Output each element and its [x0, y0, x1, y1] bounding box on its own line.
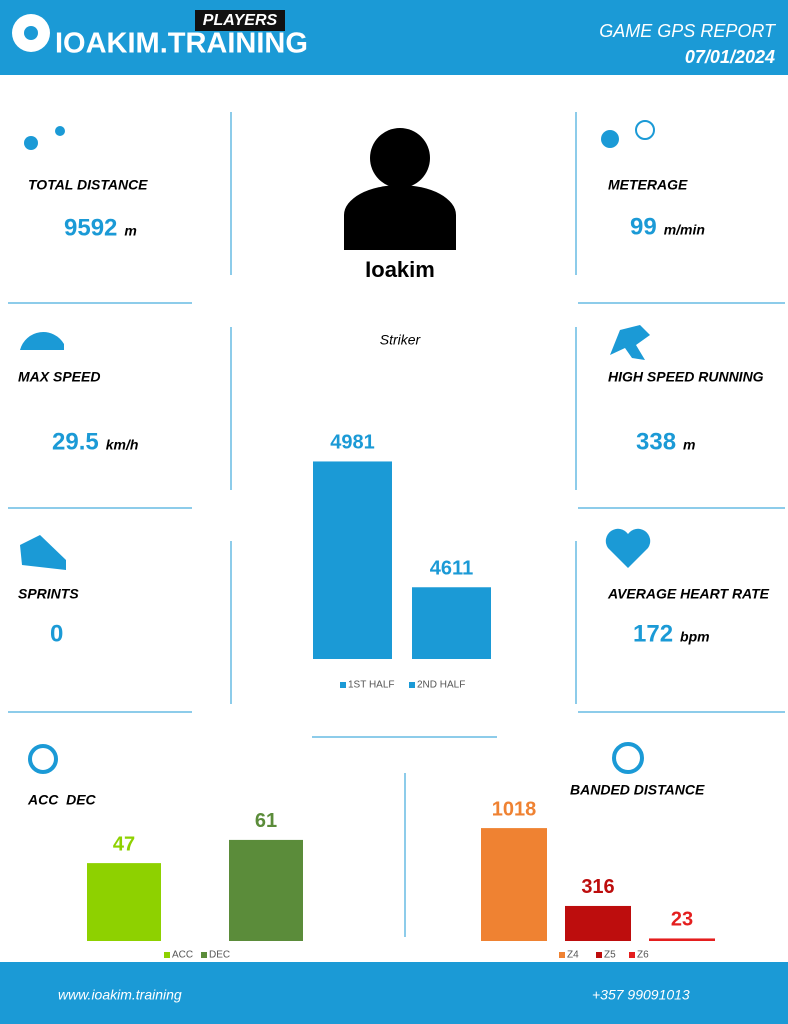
value-label: 316 [581, 876, 614, 898]
legend-label: Z6 [637, 950, 649, 961]
bar [481, 828, 547, 941]
stat-value: 99 [630, 213, 657, 240]
legend-swatch [596, 952, 602, 958]
players-tag: PLAYERS [203, 12, 278, 29]
bar [229, 839, 303, 941]
stat-unit: bpm [680, 629, 710, 645]
header-band [0, 0, 788, 75]
value-label: 4981 [330, 432, 375, 454]
stat-value: 172 [633, 620, 673, 647]
stat-unit: m [683, 437, 695, 453]
legend-label: DEC [209, 950, 230, 961]
phone: +357 99091013 [592, 987, 690, 1003]
players-tag-box [195, 10, 285, 31]
icon-acc-dec [28, 744, 58, 774]
value-label: 23 [671, 909, 693, 931]
stat-value: 338 [636, 428, 676, 455]
legend-swatch [340, 682, 346, 688]
icon-meterage [601, 130, 619, 148]
footer-band [0, 962, 788, 1024]
bar [565, 905, 631, 941]
stat-unit: m/min [664, 222, 705, 238]
stat-value: 9592 [64, 214, 117, 241]
avatar-body [344, 185, 456, 250]
stat-unit: km/h [106, 437, 139, 453]
report-date: 07/01/2024 [685, 47, 775, 67]
icon-banded [612, 742, 644, 774]
icon-meterage [635, 120, 655, 140]
stat-label: MAX SPEED [18, 369, 100, 385]
stat-value: 0 [50, 620, 63, 647]
value-label: 1018 [492, 798, 537, 820]
player-name: Ioakim [365, 257, 435, 282]
legend-label: ACC [172, 950, 193, 961]
bar [649, 938, 715, 941]
legend-swatch [629, 952, 635, 958]
bar [87, 863, 161, 941]
website: www.ioakim.training [58, 987, 182, 1003]
value-label: 61 [255, 810, 277, 832]
legend-label: 1ST HALF [348, 680, 395, 691]
stat-label: HIGH SPEED RUNNING [608, 369, 764, 385]
chart-title: BANDED DISTANCE [570, 782, 705, 798]
legend-swatch [164, 952, 170, 958]
report-title: GAME GPS REPORT [599, 21, 777, 41]
icons [20, 120, 655, 774]
icon-sprint-shoe [20, 535, 66, 570]
legend-label: 2ND HALF [417, 680, 465, 691]
stat-label: SPRINTS [18, 586, 79, 602]
logo-ball-patch [24, 26, 38, 40]
chart-title: ACC DEC [27, 792, 97, 808]
stat-unit: m [124, 223, 136, 239]
separators [8, 112, 785, 937]
value-label: 47 [113, 833, 135, 855]
icon-running [610, 325, 650, 360]
legend-swatch [559, 952, 565, 958]
avatar-head [370, 128, 430, 188]
legend-swatch [409, 682, 415, 688]
value-label: 4611 [430, 558, 473, 580]
icon-distance [24, 136, 38, 150]
stat-label: METERAGE [608, 177, 688, 193]
icon-distance [55, 126, 65, 136]
legend-swatch [201, 952, 207, 958]
bar [412, 587, 491, 659]
player-position: Striker [380, 332, 422, 348]
legend-label: Z5 [604, 950, 616, 961]
icon-heart [605, 528, 651, 568]
stat-label: TOTAL DISTANCE [28, 177, 148, 193]
bar [313, 461, 392, 659]
legend-label: Z4 [567, 950, 579, 961]
stat-value: 29.5 [52, 428, 99, 455]
brand: IOAKIM.TRAINING [55, 28, 308, 60]
icon-speed [20, 332, 64, 350]
stat-label: AVERAGE HEART RATE [607, 586, 770, 602]
